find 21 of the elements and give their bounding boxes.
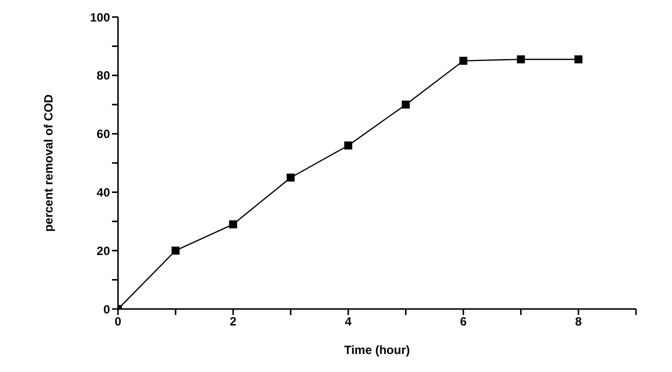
point [229, 220, 238, 228]
point [574, 55, 582, 64]
y-tick-label: 60 [96, 127, 110, 142]
x-tick-label: 4 [344, 314, 352, 329]
point [459, 56, 468, 65]
point [402, 100, 410, 109]
y-tick-label: 0 [103, 302, 110, 316]
x-tick-label: 2 [230, 314, 237, 329]
x-axis-title: Time (hour) [344, 343, 410, 357]
point [172, 246, 180, 255]
x-tick-label: 8 [575, 314, 582, 329]
y-tick-label: 20 [96, 244, 110, 258]
y-axis-title: percent removal of COD [41, 94, 56, 232]
y-tick-label: 100 [90, 10, 110, 24]
y-tick-label: 40 [96, 185, 110, 200]
point [516, 55, 525, 64]
x-tick-label: 0 [114, 314, 122, 329]
point [344, 141, 352, 150]
y-tick-label: 80 [96, 68, 110, 83]
x-tick-label: 6 [460, 314, 467, 329]
point [286, 174, 295, 182]
